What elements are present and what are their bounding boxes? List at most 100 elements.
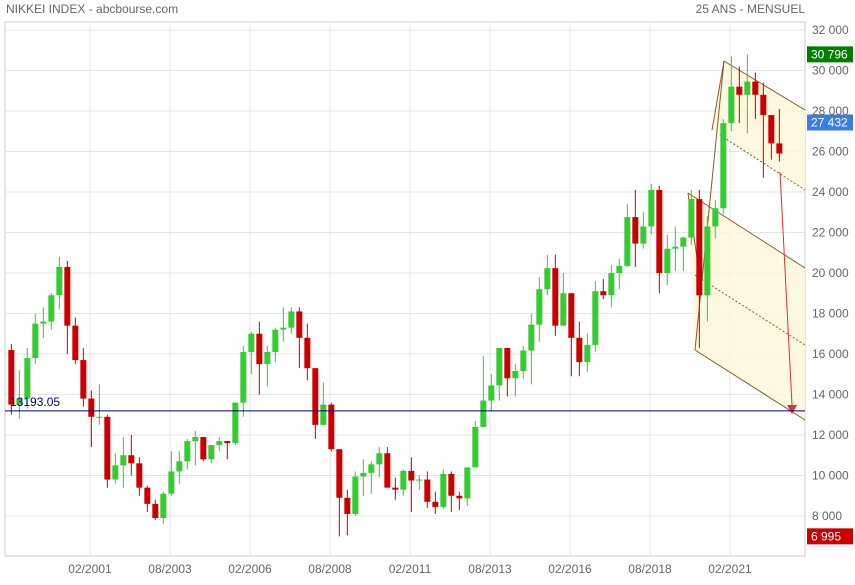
- x-tick-label: 02/2006: [228, 562, 272, 576]
- pitchfork-line: [694, 349, 806, 421]
- candle-body: [472, 426, 479, 468]
- candles: [8, 54, 783, 537]
- candle-body: [200, 437, 207, 460]
- candle-body: [432, 501, 439, 507]
- pitchfork-line: [723, 60, 806, 111]
- candle-body: [328, 404, 335, 450]
- candle-body: [208, 445, 215, 460]
- price-label-box: [807, 528, 853, 545]
- candle-body: [416, 479, 423, 481]
- y-tick-label: 8 000: [812, 509, 842, 523]
- arrow: [779, 171, 797, 414]
- candle-body: [24, 358, 31, 399]
- candle-body: [320, 404, 327, 425]
- candle-body: [648, 189, 655, 227]
- candle-body: [624, 217, 631, 266]
- pitchfork-handle: [711, 60, 725, 131]
- price-label: 27 432: [811, 116, 848, 130]
- candle-body: [56, 266, 63, 296]
- candle-body: [160, 493, 167, 519]
- candle-body: [120, 455, 127, 466]
- candle-body: [184, 441, 191, 462]
- x-tick-label: 02/2011: [389, 562, 432, 576]
- candle-body: [32, 323, 39, 359]
- candle-body: [240, 351, 247, 403]
- y-tick-label: 26 000: [812, 145, 849, 159]
- overlay: 13193.05 30 796 27 432 6 995: [5, 46, 853, 545]
- candle-body: [584, 344, 591, 363]
- pitchfork-median: [694, 274, 806, 346]
- price-label-box: [807, 114, 853, 131]
- candle-body: [136, 463, 143, 488]
- candle-body: [464, 467, 471, 499]
- candle-body: [392, 487, 399, 490]
- chart-subtitle: 25 ANS - MENSUEL: [696, 2, 806, 16]
- pitchfork-line: [687, 192, 806, 269]
- candle-body: [264, 351, 271, 365]
- candle-body: [728, 86, 735, 124]
- y-tick-label: 28 000: [812, 104, 849, 118]
- horizontal-line-label: 13193.05: [10, 395, 60, 409]
- y-tick-label: 16 000: [812, 347, 849, 361]
- candle-body: [512, 371, 519, 379]
- candle-body: [288, 311, 295, 328]
- candle-body: [616, 265, 623, 273]
- x-tick-label: 02/2016: [548, 562, 592, 576]
- candle-body: [16, 398, 23, 405]
- candle-body: [8, 349, 15, 405]
- y-tick-label: 14 000: [812, 388, 849, 402]
- candle-body: [224, 441, 231, 444]
- y-tick-label: 30 000: [812, 64, 849, 78]
- chart-title: NIKKEI INDEX - abcbourse.com: [6, 2, 178, 16]
- candle-body: [304, 337, 311, 369]
- candle-body: [96, 416, 103, 418]
- candle-body: [400, 470, 407, 490]
- candle-body: [688, 199, 695, 238]
- y-tick-label: 10 000: [812, 469, 849, 483]
- candle-body: [48, 295, 55, 322]
- candle-body: [352, 476, 359, 514]
- candle-body: [752, 81, 759, 95]
- pitchfork-median: [719, 134, 806, 191]
- price-label-box: [807, 46, 853, 63]
- y-tick-label: 22 000: [812, 226, 849, 240]
- candle-body: [488, 385, 495, 401]
- candle-body: [480, 400, 487, 427]
- candle-body: [280, 327, 287, 330]
- candle-body: [544, 268, 551, 290]
- candle-body: [696, 199, 703, 296]
- candle-body: [232, 402, 239, 444]
- candle-body: [552, 268, 559, 326]
- y-tick-label: 12 000: [812, 428, 849, 442]
- candle-body: [440, 473, 447, 507]
- candle-body: [712, 208, 719, 227]
- x-tick-label: 08/2003: [148, 562, 192, 576]
- candle-body: [272, 329, 279, 352]
- candle-body: [592, 291, 599, 345]
- candle-body: [256, 333, 263, 365]
- y-tick-label: 24 000: [812, 185, 849, 199]
- candle-body: [744, 81, 751, 95]
- candle-body: [152, 503, 159, 519]
- candle-body: [424, 479, 431, 502]
- pitchfork-area: [712, 61, 805, 190]
- candle-body: [536, 289, 543, 325]
- candle-body: [568, 293, 575, 338]
- candle-body: [376, 453, 383, 465]
- candle-body: [336, 449, 343, 498]
- candle-body: [760, 94, 767, 116]
- candle-body: [88, 398, 95, 417]
- pitchfork-drawings: [687, 60, 806, 421]
- candle-body: [608, 273, 615, 296]
- candle-body: [576, 337, 583, 363]
- price-label: 30 796: [811, 47, 848, 61]
- candle-body: [64, 266, 71, 326]
- candle-body: [112, 465, 119, 480]
- y-tick-label: 18 000: [812, 307, 849, 321]
- candle-body: [448, 473, 455, 496]
- candle-body: [520, 350, 527, 372]
- candle-body: [664, 248, 671, 273]
- candle-body: [312, 368, 319, 425]
- y-tick-label: 20 000: [812, 266, 849, 280]
